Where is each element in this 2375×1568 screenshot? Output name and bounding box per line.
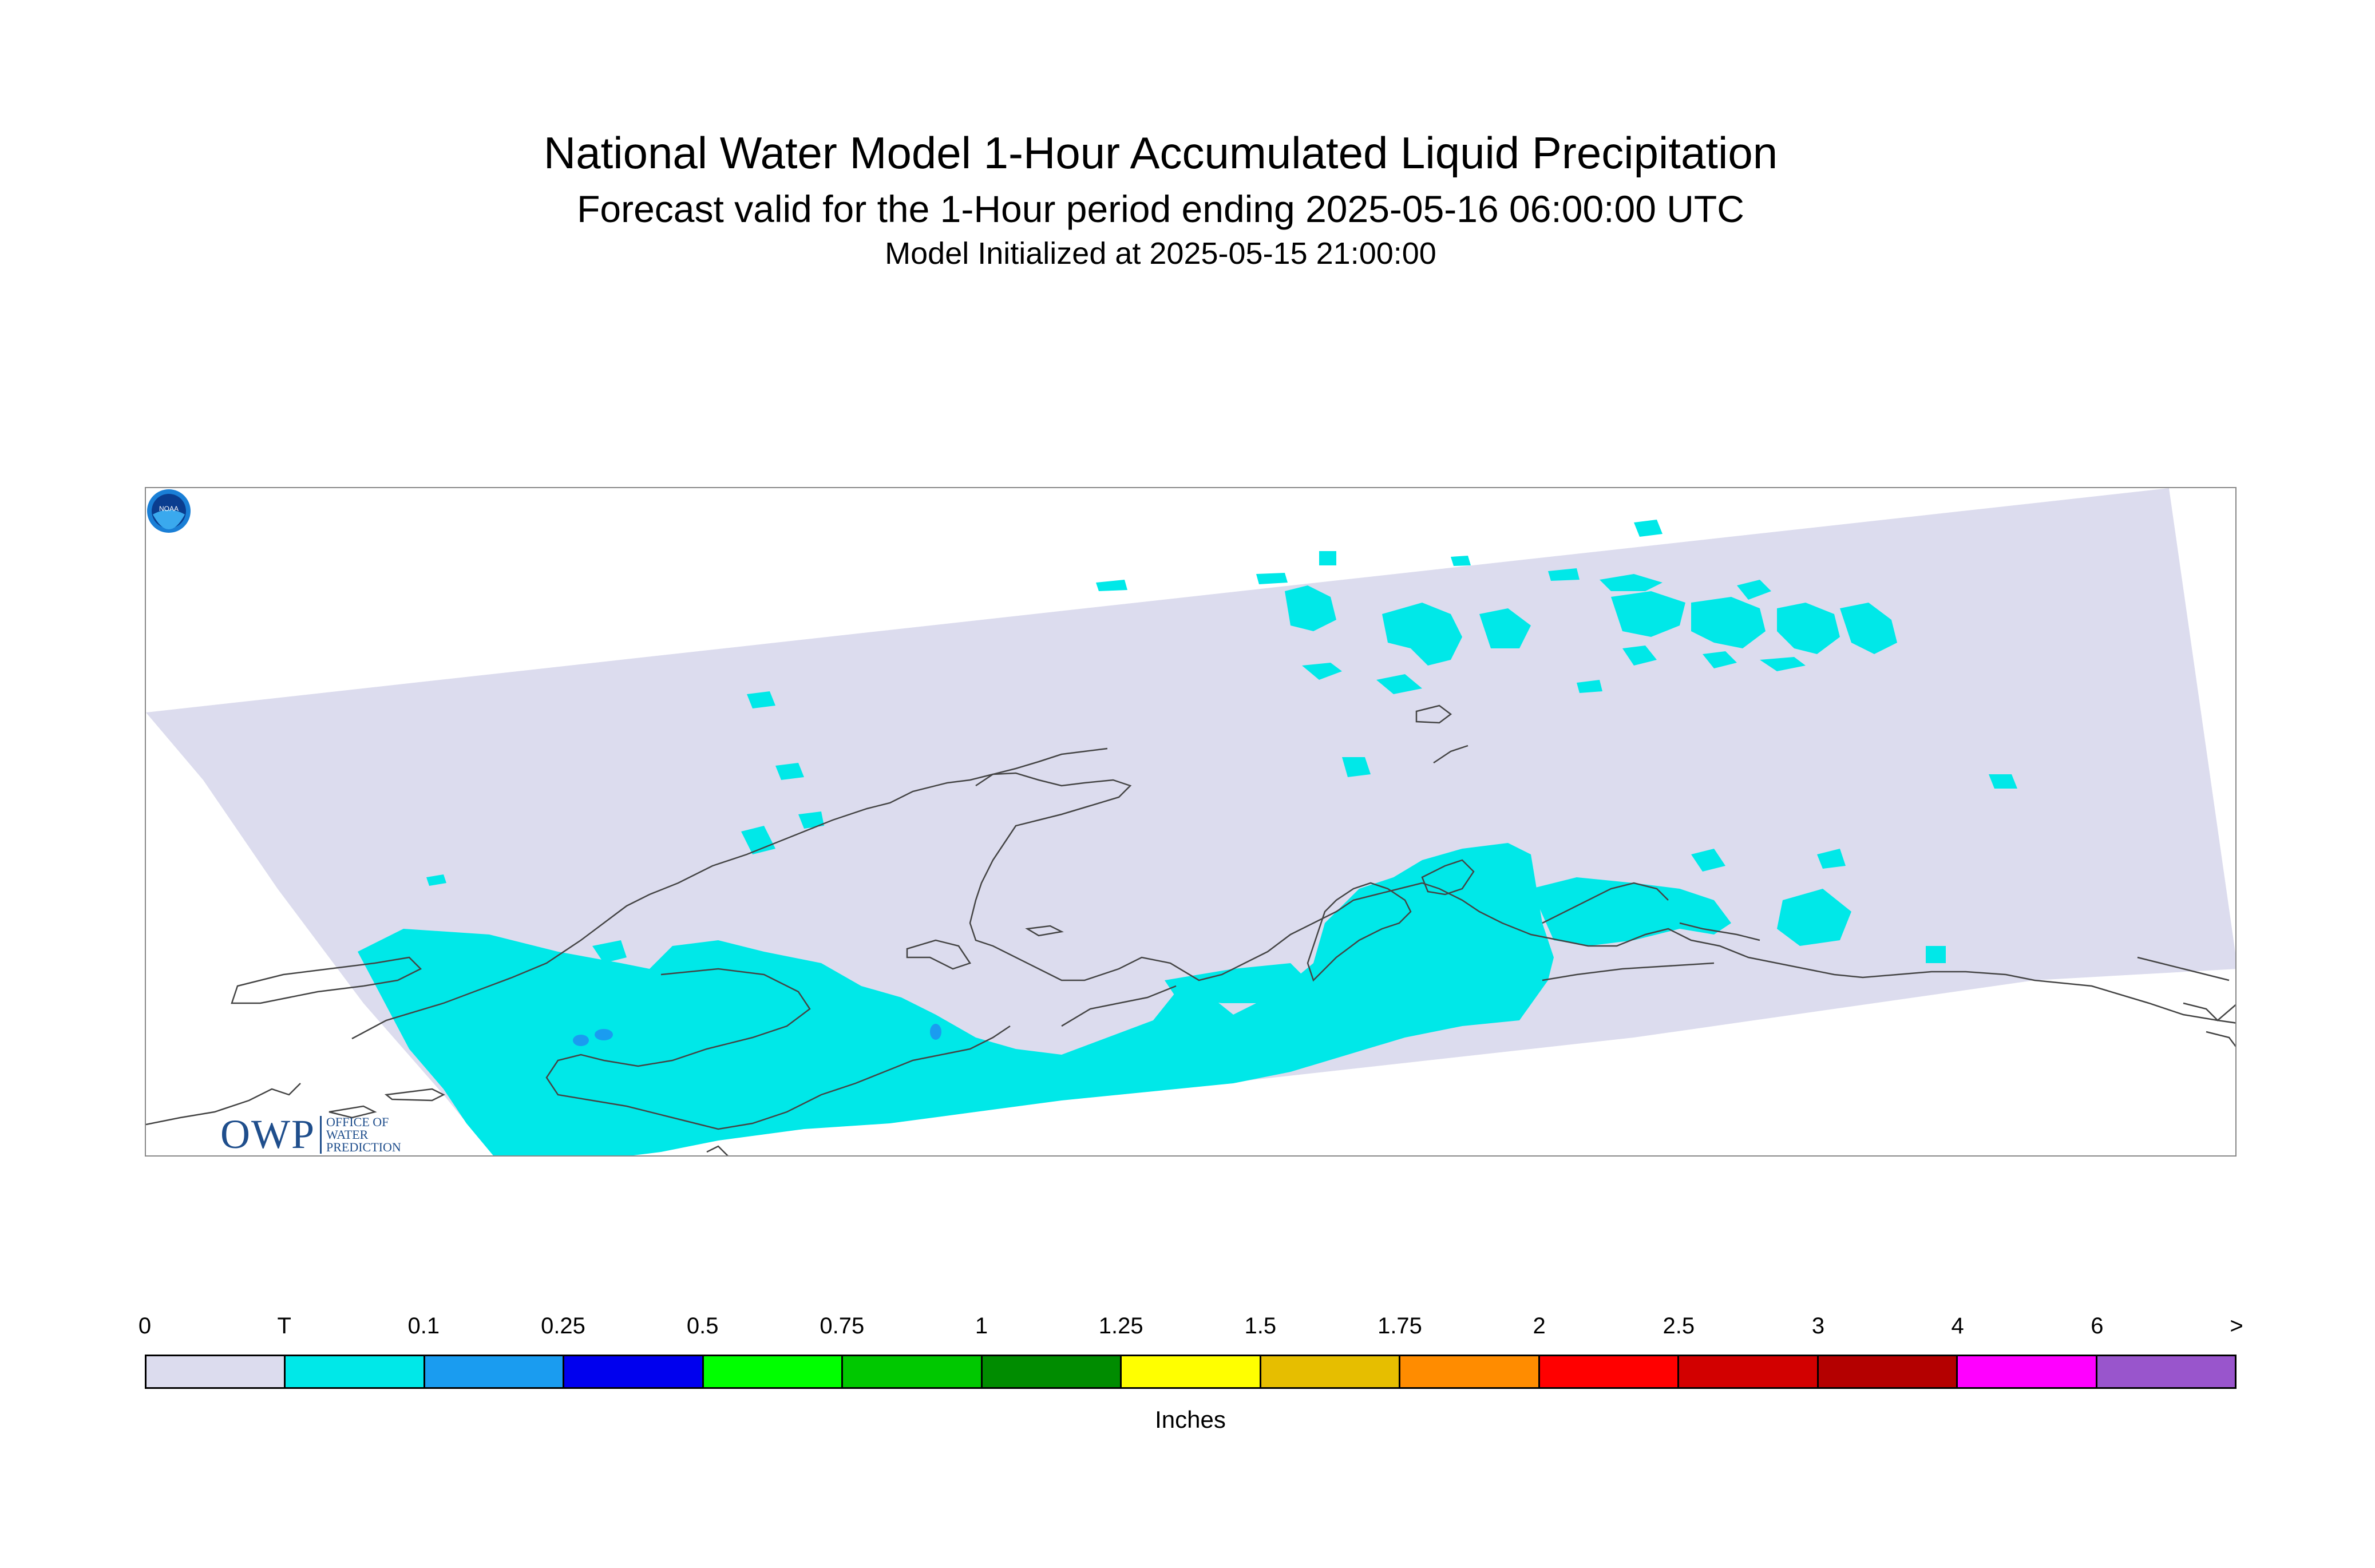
map-subtitle: Forecast valid for the 1-Hour period end… [577,188,1744,230]
map-canvas [146,488,2235,1155]
trace-precip-areas [358,520,2017,1155]
legend-swatch-1 [286,1356,425,1387]
precip-legend: 0 T 0.1 0.25 0.5 0.75 1 1.25 1.5 1.75 2 2.5 3 4 6 > [138,1313,2243,1389]
legend-swatch-4 [703,1356,844,1387]
legend-swatch-14 [2097,1356,2235,1387]
owp-logo-line-1: OFFICE OF [326,1114,389,1129]
owp-logo-mark: OWP [220,1111,315,1157]
noaa-logo-text: NOAA [159,505,179,513]
legend-tick-labels: 0 T 0.1 0.25 0.5 0.75 1 1.25 1.5 1.75 2 2.5 3 4 6 > [138,1313,2243,1348]
legend-swatch-8 [1261,1356,1401,1387]
noaa-logo: NOAA [147,489,191,533]
legend-swatch-6 [982,1356,1122,1387]
legend-units: Inches [1155,1406,1226,1433]
legend-tick-label-7: 1.25 [1098,1313,1143,1339]
legend-tick-label-0: 0 [138,1313,152,1339]
owp-logo-line-3: PREDICTION [326,1139,401,1154]
owp-logo-line-2: WATER [326,1127,369,1142]
legend-swatch-12 [1818,1356,1958,1387]
legend-tick-label-13: 4 [1951,1313,1964,1339]
legend-tick-label-4: 0.5 [686,1313,719,1339]
legend-swatch-5 [843,1356,983,1387]
legend-tick-label-11: 2.5 [1662,1313,1695,1339]
light-precip-areas [573,1024,941,1046]
legend-swatch-0 [147,1356,286,1387]
legend-tick-label-12: 3 [1811,1313,1825,1339]
owp-logo-text: OFFICE OF WATER PREDICTION [320,1114,401,1154]
legend-color-bar [145,1355,2237,1389]
legend-swatch-13 [1958,1356,2097,1387]
legend-tick-label-10: 2 [1533,1313,1546,1339]
legend-swatch-2 [425,1356,565,1387]
outside-domain [146,712,493,1155]
legend-swatch-9 [1400,1356,1540,1387]
legend-swatch-3 [564,1356,704,1387]
coastlines [146,704,2235,1155]
legend-tick-label-15: > [2230,1313,2243,1339]
legend-swatch-10 [1539,1356,1680,1387]
legend-tick-label-14: 6 [2091,1313,2104,1339]
legend-tick-label-5: 0.75 [820,1313,865,1339]
legend-tick-label-1: T [277,1313,291,1339]
map-title: National Water Model 1-Hour Accumulated … [543,128,1778,178]
legend-tick-label-9: 1.75 [1378,1313,1422,1339]
precipitation-map: OWP OFFICE OF WATER PREDICTION NOAA [145,487,2237,1157]
legend-tick-label-6: 1 [975,1313,988,1339]
legend-tick-label-2: 0.1 [407,1313,440,1339]
legend-tick-label-8: 1.5 [1244,1313,1277,1339]
owp-logo: OWP OFFICE OF WATER PREDICTION [220,1111,401,1157]
legend-swatch-11 [1679,1356,1819,1387]
legend-swatch-7 [1122,1356,1261,1387]
legend-tick-label-3: 0.25 [541,1313,585,1339]
model-init-time: Model Initialized at 2025-05-15 21:00:00 [885,236,1436,271]
